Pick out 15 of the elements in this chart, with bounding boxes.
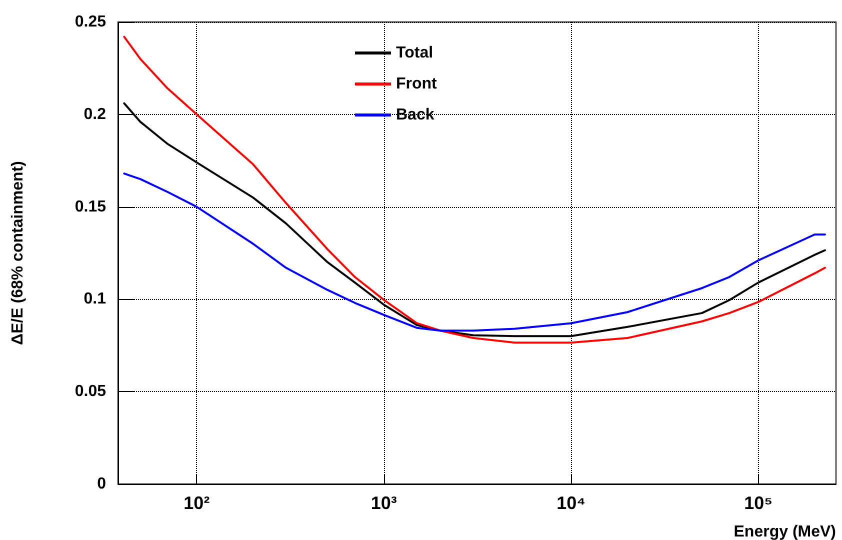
y-tick-label: 0.05 xyxy=(74,383,106,400)
x-tick-label: 10⁴ xyxy=(556,493,586,513)
y-tick-label: 0.2 xyxy=(84,106,106,123)
y-tick-label: 0.1 xyxy=(84,290,106,308)
legend-label: Back xyxy=(396,106,434,124)
y-axis-title: ΔE/E (68% containment) xyxy=(10,161,26,345)
y-tick-label: 0.25 xyxy=(74,14,106,30)
y-tick-label: 0 xyxy=(97,476,106,492)
legend-label: Front xyxy=(396,76,438,92)
y-tick-label: 0.15 xyxy=(74,198,106,216)
x-tick-label: 10³ xyxy=(370,493,397,513)
x-axis-title: Energy (MeV) xyxy=(734,524,836,540)
legend-label: Total xyxy=(396,44,434,62)
x-tick-label: 10² xyxy=(184,493,210,513)
x-tick-label: 10⁵ xyxy=(744,493,773,513)
